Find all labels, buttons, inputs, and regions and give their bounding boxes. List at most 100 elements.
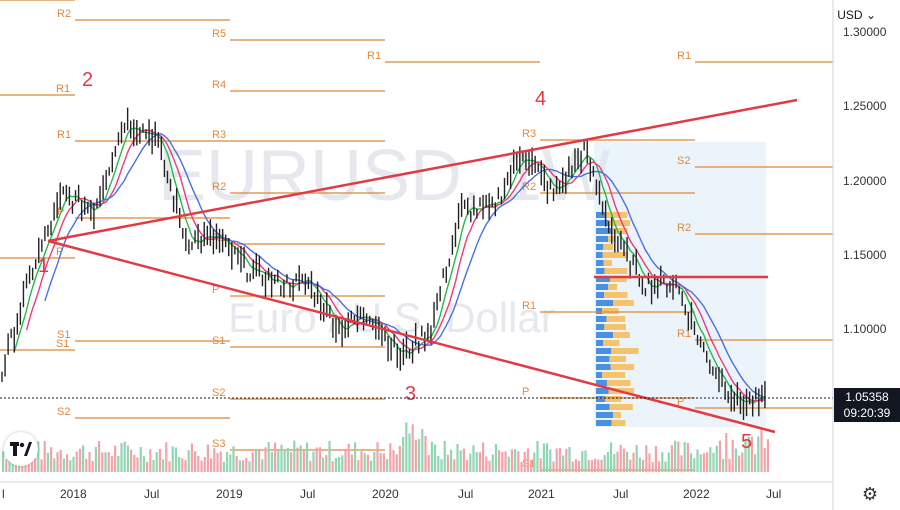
volume-bar <box>306 442 309 472</box>
pivot-label: S2 <box>57 406 70 418</box>
gear-icon[interactable]: ⚙ <box>861 484 878 504</box>
volume-bar <box>475 452 478 472</box>
pivot-label: R2 <box>57 8 71 20</box>
volume-bar <box>347 443 350 472</box>
volume-bar <box>482 442 485 472</box>
profile-bar <box>596 260 604 266</box>
volume-bar <box>670 445 673 472</box>
volume-bar <box>462 448 465 472</box>
volume-bar <box>264 447 267 472</box>
volume-bar <box>654 446 657 472</box>
volume-bar <box>344 448 347 472</box>
profile-bar <box>604 268 628 274</box>
price-axis[interactable]: 1.30000 1.25000 1.20000 1.15000 1.10000 <box>843 25 887 336</box>
time-tick: Jul <box>144 487 159 501</box>
wave-label-3: 3 <box>405 383 416 405</box>
volume-bar <box>421 429 424 472</box>
volume-bar <box>549 449 552 472</box>
volume-bar <box>379 453 382 472</box>
volume-bar <box>5 459 8 472</box>
volume-histogram <box>2 422 769 472</box>
volume-bar <box>88 452 91 472</box>
volume-bar <box>123 441 126 472</box>
volume-bar <box>450 449 453 472</box>
currency-selector[interactable]: USD ⌄ <box>837 8 876 22</box>
volume-bar <box>283 450 286 472</box>
volume-bar <box>418 439 421 472</box>
volume-bar <box>322 457 325 472</box>
volume-bar <box>2 451 5 472</box>
volume-bar <box>456 443 459 472</box>
profile-bar <box>604 292 628 298</box>
volume-profile-bars <box>596 212 639 426</box>
wave-label-1: 1 <box>38 255 49 277</box>
volume-bar <box>629 459 632 472</box>
volume-bar <box>370 460 373 472</box>
trendlines[interactable] <box>47 98 798 434</box>
volume-bar <box>373 451 376 472</box>
volume-bar <box>277 451 280 472</box>
pivot-label: S1 <box>212 335 225 347</box>
price-tick: 1.10000 <box>843 322 887 336</box>
volume-bar <box>427 454 430 472</box>
volume-bar <box>658 461 661 472</box>
profile-bar <box>603 340 620 346</box>
time-tick: Jul <box>300 487 315 501</box>
volume-bar <box>680 455 683 472</box>
profile-bar <box>596 316 607 322</box>
upper-trendline[interactable] <box>47 98 798 243</box>
volume-bar <box>40 459 43 472</box>
chevron-down-icon: ⌄ <box>865 8 876 22</box>
profile-bar <box>596 292 605 298</box>
volume-bar <box>296 447 299 472</box>
volume-bar <box>715 445 718 472</box>
volume-bar <box>242 460 245 472</box>
volume-bar <box>667 452 670 472</box>
volume-bar <box>766 439 769 472</box>
tradingview-logo-icon[interactable] <box>4 432 38 466</box>
pivot-label: P <box>56 246 63 258</box>
profile-bar <box>609 276 627 282</box>
pivot-label: R5 <box>212 28 226 40</box>
volume-bar <box>763 448 766 472</box>
time-axis[interactable]: l 2018 Jul 2019 Jul 2020 Jul 2021 Jul 20… <box>2 487 781 501</box>
volume-bar <box>232 446 235 472</box>
volume-bar <box>226 452 229 472</box>
volume-bar <box>46 452 49 472</box>
volume-bar <box>574 459 577 472</box>
volume-bar <box>165 442 168 472</box>
volume-bar <box>571 461 574 472</box>
pivot-label: R1 <box>677 328 691 340</box>
volume-bar <box>168 461 171 472</box>
volume-bar <box>386 459 389 472</box>
wave-label-4: 4 <box>535 88 546 110</box>
pivot-label: S1 <box>56 338 69 350</box>
profile-bar <box>596 244 604 250</box>
profile-bar <box>611 348 639 354</box>
volume-bar <box>510 449 513 472</box>
pivot-label: R2 <box>522 181 536 193</box>
volume-bar <box>741 452 744 472</box>
profile-bar <box>605 212 628 218</box>
volume-bar <box>245 457 248 472</box>
volume-bar <box>98 440 101 472</box>
time-tick: 2022 <box>683 487 710 501</box>
volume-bar <box>469 453 472 472</box>
volume-bar <box>459 450 462 472</box>
volume-bar <box>155 451 158 472</box>
profile-bar <box>596 356 610 362</box>
volume-bar <box>645 445 648 472</box>
volume-bar <box>744 439 747 472</box>
volume-bar <box>485 456 488 472</box>
profile-bar <box>596 412 614 418</box>
profile-bar <box>613 332 630 338</box>
volume-bar <box>360 451 363 472</box>
volume-bar <box>693 458 696 472</box>
price-tick: 1.25000 <box>843 99 887 113</box>
profile-bar <box>596 388 609 394</box>
price-bars <box>1 107 766 421</box>
pivot-label: R3 <box>522 128 536 140</box>
volume-bar <box>229 454 232 472</box>
lower-trendline[interactable] <box>47 239 776 434</box>
